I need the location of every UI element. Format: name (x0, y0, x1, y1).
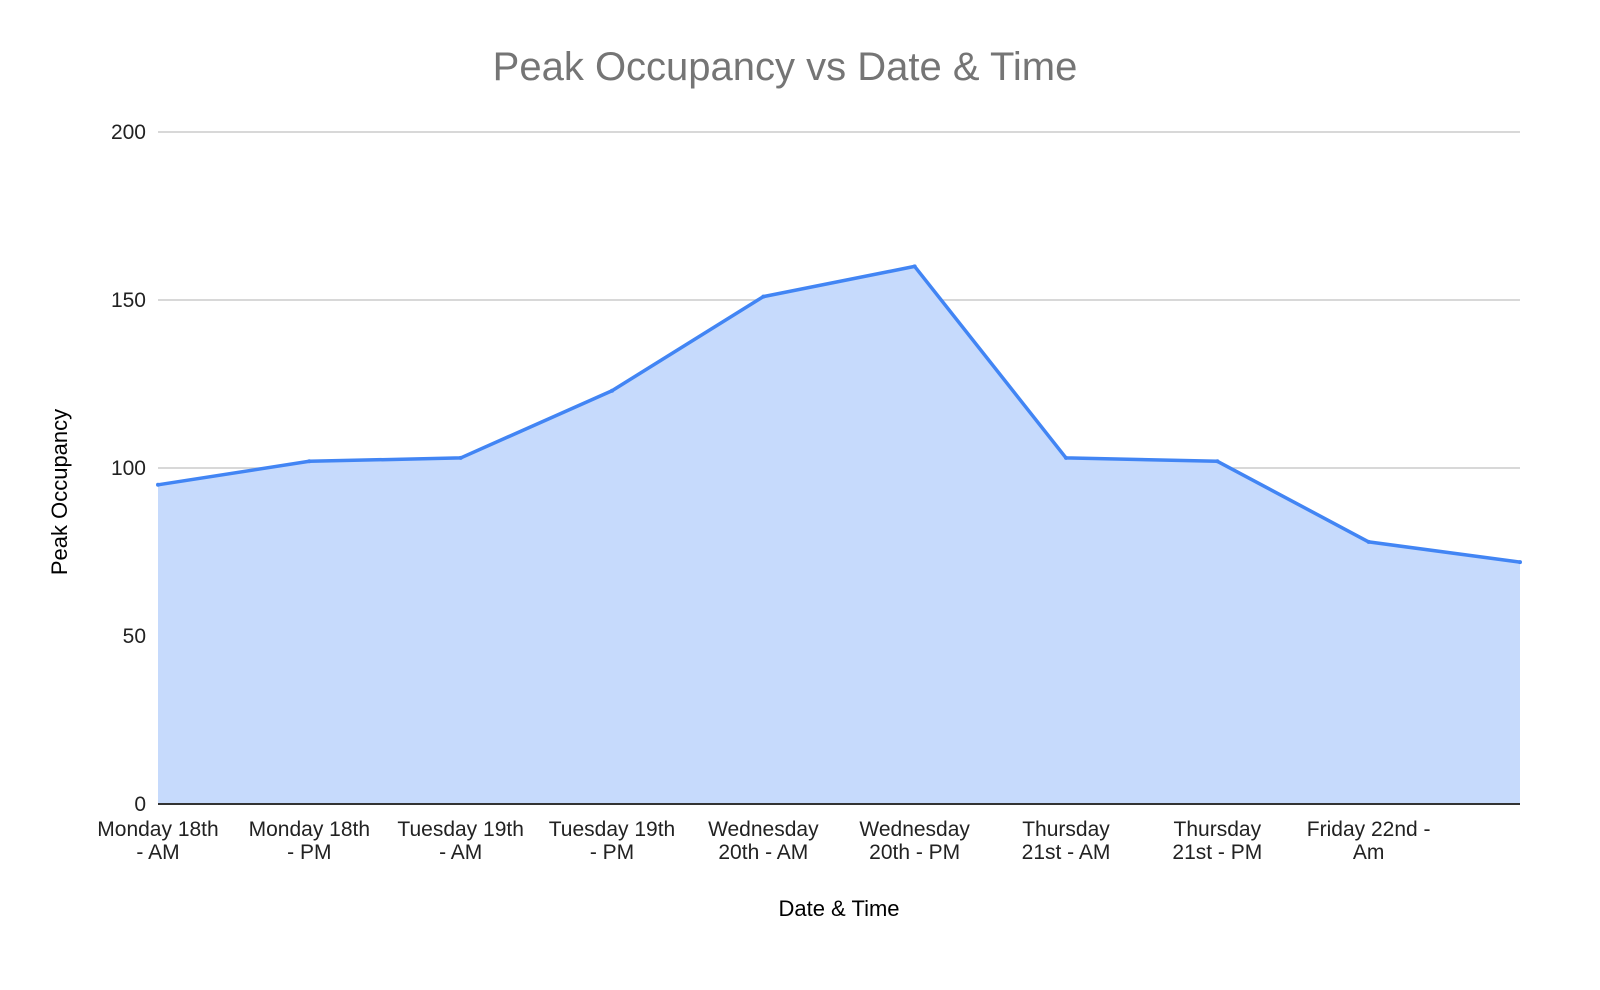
y-axis-label: Peak Occupancy (47, 409, 72, 575)
data-point (1366, 539, 1371, 544)
x-tick-label-line: - PM (590, 841, 634, 864)
y-tick-label: 200 (111, 121, 146, 144)
x-tick-label: Monday 18th - AM (97, 818, 218, 864)
x-tick-label-line: - PM (287, 841, 331, 864)
y-tick-label: 150 (111, 289, 146, 312)
x-tick-label-line: - AM (439, 841, 482, 864)
x-tick-label-line: Tuesday 19th (549, 818, 675, 841)
x-tick-label-line: Thursday (1174, 818, 1262, 841)
x-tick-label-line: 20th - AM (718, 841, 808, 864)
data-point (1064, 455, 1068, 460)
x-tick-label-line: Monday 18th (97, 818, 218, 841)
x-tick-label: Wednesday 20th - PM (859, 818, 970, 864)
area-fill (158, 266, 1520, 804)
data-point (610, 388, 614, 393)
data-point (1518, 560, 1522, 565)
x-tick-label-line: 21st - AM (1022, 841, 1111, 864)
y-tick-label: 50 (123, 625, 146, 648)
y-axis-ticks: 0 50 100 150 200 (111, 121, 146, 816)
data-point (1215, 459, 1220, 464)
x-tick-label-line: Tuesday 19th (397, 818, 523, 841)
x-tick-label-line: 21st - PM (1172, 841, 1262, 864)
data-point (912, 264, 917, 269)
y-tick-label: 0 (134, 793, 146, 816)
data-point (761, 294, 766, 299)
x-tick-label: Thursday 21st - PM (1172, 818, 1262, 864)
x-tick-label: Wednesday 20th - AM (708, 818, 819, 864)
x-axis-label: Date & Time (778, 896, 899, 921)
x-tick-label: Monday 18th - PM (249, 818, 370, 864)
data-point (156, 482, 160, 487)
x-tick-label: Tuesday 19th - PM (549, 818, 675, 864)
chart-title: Peak Occupancy vs Date & Time (493, 45, 1078, 89)
y-tick-label: 100 (111, 457, 146, 480)
data-point (458, 455, 463, 460)
x-tick-label: Thursday 21st - AM (1022, 818, 1111, 864)
x-tick-label: Tuesday 19th - AM (397, 818, 523, 864)
x-tick-label-line: - AM (136, 841, 179, 864)
x-tick-label-line: Monday 18th (249, 818, 370, 841)
data-point (307, 459, 312, 464)
x-tick-label-line: Am (1353, 841, 1385, 864)
x-tick-label: Friday 22nd -Am (1307, 818, 1431, 864)
x-tick-label-line: Wednesday (708, 818, 819, 841)
x-tick-label-line: Wednesday (859, 818, 970, 841)
series-line (157, 264, 1521, 564)
x-tick-label-line: Thursday (1022, 818, 1110, 841)
x-tick-label-line: Friday 22nd - (1307, 818, 1431, 841)
x-tick-label-line: 20th - PM (869, 841, 960, 864)
area-series (156, 264, 1522, 805)
